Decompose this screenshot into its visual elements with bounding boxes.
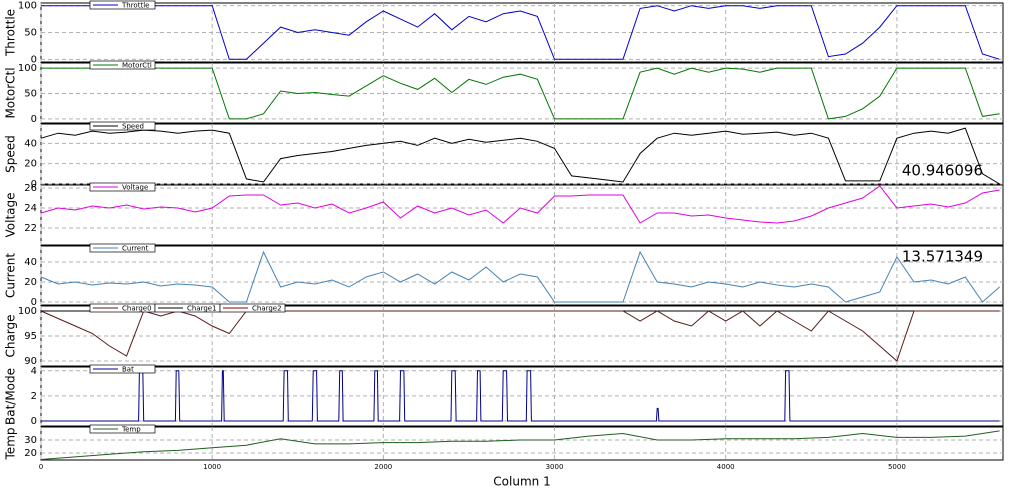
y-tick-label: 50 (24, 89, 37, 100)
x-tick-label: 2000 (374, 463, 392, 471)
x-axis-label: Column 1 (493, 475, 550, 489)
y-tick-label: 26 (24, 183, 37, 194)
panel: 0 1000 2000 3000 4000 5000 20 30 Temp Column 1 Tem… (4, 424, 1004, 489)
data-line (41, 370, 1000, 422)
y-axis-label: Throttle (4, 9, 18, 57)
x-tick-label: 4000 (717, 463, 735, 471)
y-tick-label: 20 (24, 159, 37, 170)
y-axis-label: Bat/Mode (4, 368, 18, 425)
annotation: 13.571349 (902, 248, 983, 266)
y-axis-label: Speed (4, 135, 18, 173)
panel: 22 24 26 Voltage Voltage (4, 182, 1004, 246)
y-axis-label: Voltage (4, 192, 18, 237)
y-tick-label: 100 (18, 63, 37, 74)
plot-area (40, 62, 1004, 124)
y-tick-label: 100 (18, 1, 37, 12)
data-line (40, 250, 1000, 303)
y-axis-label: Temp (4, 428, 18, 461)
plot-area (40, 245, 1004, 306)
legend-label: MotorCtl (122, 62, 152, 70)
y-tick-label: 95 (24, 331, 37, 342)
y-tick-label: 50 (24, 28, 37, 39)
y-tick-label: 30 (24, 435, 37, 446)
y-axis-label: Current (4, 253, 18, 298)
data-line (41, 67, 1000, 120)
legend-box (219, 303, 286, 313)
annotation: 40.946096 (902, 162, 983, 180)
y-tick-label: 20 (24, 277, 37, 288)
x-tick-label: 0 (39, 463, 43, 471)
x-tick-label: 3000 (546, 463, 564, 471)
y-tick-label: 0 (31, 416, 37, 427)
y-tick-label: 0 (31, 297, 37, 308)
legend-box (89, 243, 156, 253)
y-tick-label: 100 (18, 306, 37, 317)
y-tick-label: 24 (24, 203, 37, 214)
y-tick-label: 2 (31, 391, 37, 402)
legend-label: Temp (121, 426, 141, 434)
legend-label: Voltage (122, 184, 148, 192)
data-line (41, 5, 1000, 60)
x-tick-label: 5000 (888, 463, 906, 471)
plot-area (40, 426, 1004, 461)
legend-box (89, 0, 156, 10)
y-tick-label: 0 (31, 179, 37, 190)
legend-box (89, 182, 156, 192)
legend-box (89, 121, 156, 131)
legend-box (89, 60, 156, 70)
plot-area (40, 184, 1004, 246)
legend-label: Charge1 (187, 305, 217, 313)
legend-label: Bat (122, 366, 134, 374)
y-axis-label: MotorCtl (4, 67, 18, 118)
panel: 0 2 4 Bat/Mode Bat (4, 364, 1004, 427)
legend-label: Charge0 (122, 305, 152, 313)
y-tick-label: 90 (24, 356, 37, 367)
y-tick-label: 0 (31, 114, 37, 125)
y-tick-label: 4 (31, 366, 37, 377)
data-line (40, 310, 1000, 362)
y-tick-label: 40 (24, 138, 37, 149)
legend-box (89, 364, 156, 374)
legend-label: Current (122, 245, 149, 253)
legend-label: Speed (122, 123, 144, 131)
y-tick-label: 0 (31, 54, 37, 65)
plot-area (40, 366, 1004, 427)
data-line (40, 127, 1000, 185)
y-tick-label: 22 (24, 223, 37, 234)
plot-area (40, 305, 1004, 367)
legend-box (89, 424, 156, 434)
y-tick-label: 20 (24, 448, 37, 459)
plot-area (40, 123, 1004, 185)
data-line (40, 430, 1000, 460)
y-axis-label: Charge (4, 314, 18, 357)
data-line (40, 185, 1000, 224)
legend-label: Throttle (121, 2, 149, 10)
legend-label: Charge2 (252, 305, 282, 313)
x-tick-label: 1000 (203, 463, 221, 471)
panel: 0 20 40 Speed Speed 40.946096 (4, 121, 1004, 190)
panel: 0 20 40 Current Current 13.571349 (4, 243, 1004, 308)
y-tick-label: 40 (24, 257, 37, 268)
